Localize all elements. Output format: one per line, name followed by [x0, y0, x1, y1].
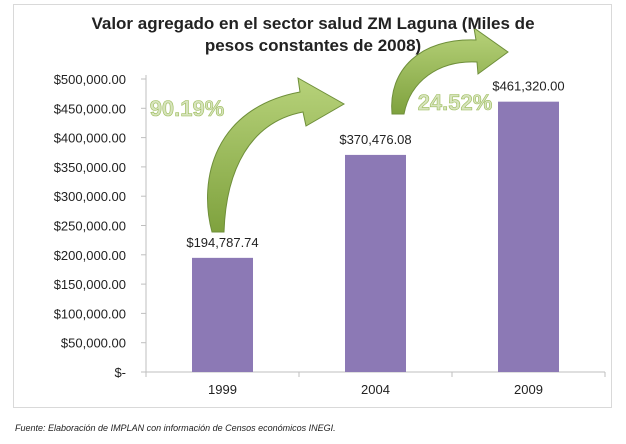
bar-data-label: $194,787.74: [186, 235, 258, 250]
growth-label: 24.52%: [418, 90, 493, 115]
y-tick-label: $-: [114, 365, 126, 380]
y-tick-label: $200,000.00: [54, 248, 126, 263]
bar-data-label: $370,476.08: [339, 132, 411, 147]
y-tick-label: $150,000.00: [54, 277, 126, 292]
labels: 1999 $194,787.74 2004 $370,476.08 2009 $461,3…: [149, 79, 564, 397]
bars: [192, 101, 559, 373]
y-tick-label: $250,000.00: [54, 219, 126, 234]
y-tick-label: $50,000.00: [61, 336, 126, 351]
y-tick-label: $100,000.00: [54, 306, 126, 321]
chart-title: Valor agregado en el sector salud ZM Lag…: [91, 14, 534, 55]
y-tick-label: $350,000.00: [54, 160, 126, 175]
axes: $- $50,000.00 $100,000.00 $150,000.00 $200,0…: [54, 72, 606, 380]
bar: [345, 154, 406, 372]
y-tick-label: $400,000.00: [54, 131, 126, 146]
bar: [192, 257, 253, 372]
growth-arrow: [391, 26, 509, 115]
growth-label: 90.19%: [150, 96, 225, 121]
x-tick-label: 2004: [361, 382, 390, 397]
y-tick-label: $450,000.00: [54, 101, 126, 116]
x-tick-label: 2009: [514, 382, 543, 397]
growth-arrow: [207, 77, 346, 233]
chart-title-line: Valor agregado en el sector salud ZM Lag…: [91, 14, 534, 33]
y-tick-label: $500,000.00: [54, 72, 126, 87]
x-tick-label: 1999: [208, 382, 237, 397]
chart-title-line: pesos constantes de 2008): [205, 36, 421, 55]
growth-arrows: [207, 26, 509, 233]
bar-data-label: $461,320.00: [492, 79, 564, 94]
y-tick-label: $300,000.00: [54, 189, 126, 204]
source-note: Fuente: Elaboración de IMPLAN con inform…: [15, 423, 336, 433]
bar: [498, 101, 559, 373]
